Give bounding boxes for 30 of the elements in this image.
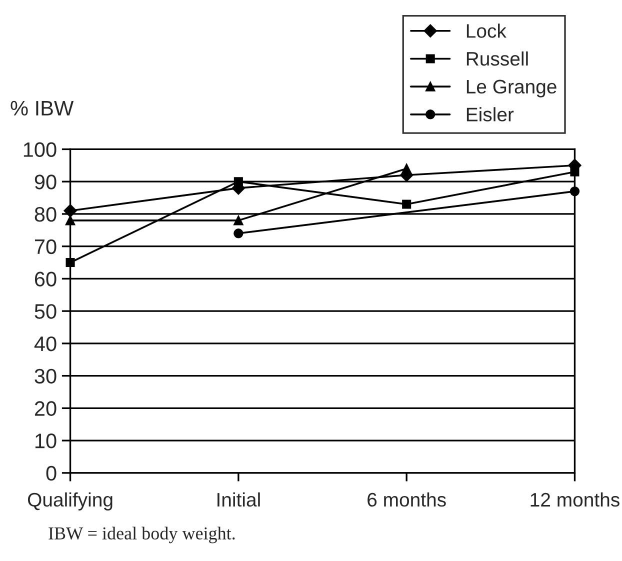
point <box>570 167 580 176</box>
point <box>234 228 244 238</box>
x-tick-label: 6 months <box>368 492 446 507</box>
legend-label: Eisler <box>466 107 514 122</box>
text: IBW = ideal body weight. <box>48 526 235 544</box>
point <box>65 216 76 226</box>
y-tick-label: 100 <box>24 142 56 157</box>
y-tick-label: 20 <box>34 401 56 416</box>
point <box>570 186 580 196</box>
point <box>402 200 412 209</box>
y-tick-label: 70 <box>34 239 56 254</box>
y-tick-label: 30 <box>34 368 56 384</box>
legend-label: Lock <box>466 24 506 38</box>
point <box>66 258 75 268</box>
y-tick-label: 90 <box>34 174 56 190</box>
point <box>402 164 412 174</box>
y-tick-label: 10 <box>36 434 56 448</box>
point <box>234 177 243 186</box>
y-tick-label: 80 <box>34 206 56 222</box>
legend-label: Russell <box>466 51 528 66</box>
y-tick-label: 60 <box>34 272 56 286</box>
x-tick-label: Initial <box>218 492 260 507</box>
y-axis-title: % IBW <box>10 100 74 116</box>
y-tick-label: 40 <box>34 336 56 352</box>
point <box>234 216 244 226</box>
legend-label: Le Grange <box>466 80 556 98</box>
y-tick-label: 0 <box>46 466 56 481</box>
x-tick-label: Qualifying <box>28 492 112 510</box>
y-tick-label: 50 <box>34 304 56 319</box>
x-tick-label: 12 months <box>530 492 620 507</box>
